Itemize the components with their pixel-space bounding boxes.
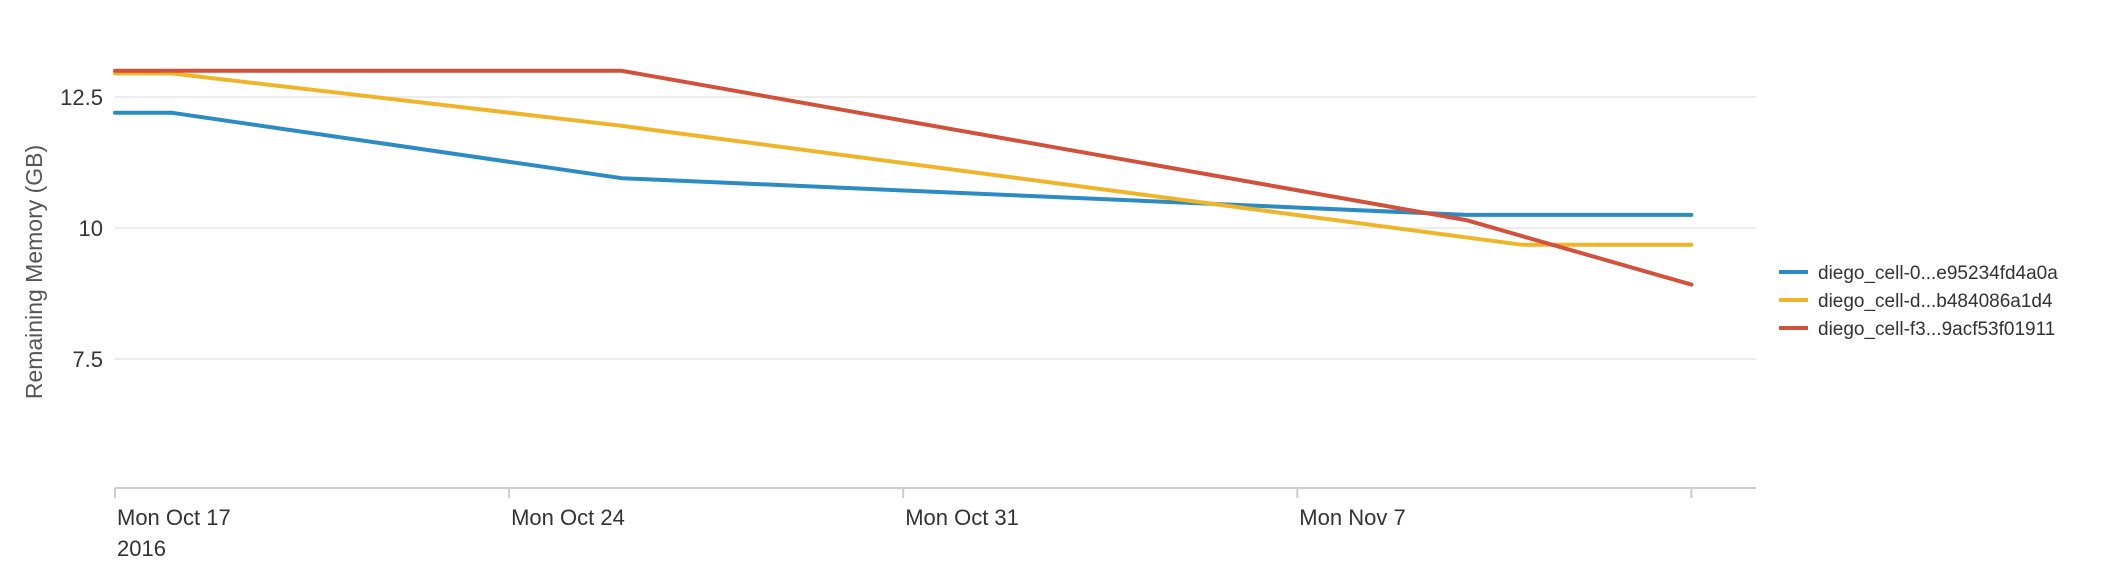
x-tick-label: Mon Oct 31 [905, 505, 1019, 530]
legend-label: diego_cell-d...b484086a1d4 [1818, 291, 2053, 312]
legend-item-3[interactable]: diego_cell-f3...9acf53f01911 [1779, 319, 2055, 340]
legend-item-2[interactable]: diego_cell-d...b484086a1d4 [1779, 291, 2053, 312]
legend-label: diego_cell-f3...9acf53f01911 [1818, 319, 2055, 340]
series-line-1 [113, 110, 1694, 217]
series-line-2 [113, 71, 1694, 247]
legend-label: diego_cell-0...e95234fd4a0a [1818, 263, 2058, 284]
x-tick-labels: Mon Oct 17 2016 Mon Oct 24 Mon Oct 31 Mon No… [117, 505, 1406, 561]
y-tick-label: 7.5 [72, 347, 103, 372]
y-tick-labels: 7.5 10 12.5 [60, 85, 103, 372]
legend-item-1[interactable]: diego_cell-0...e95234fd4a0a [1779, 263, 2058, 284]
series-lines [113, 68, 1694, 287]
x-tick-label: Mon Oct 17 [117, 505, 231, 530]
x-tick-label: Mon Oct 24 [511, 505, 625, 530]
y-gridlines [115, 96, 1756, 360]
y-axis-title: Remaining Memory (GB) [21, 145, 47, 399]
y-tick-label: 12.5 [60, 85, 103, 110]
legend[interactable]: diego_cell-0...e95234fd4a0a diego_cell-d.… [1779, 263, 2058, 340]
y-tick-label: 10 [79, 216, 103, 241]
series-line-3 [113, 68, 1694, 287]
x-tick-sublabel: 2016 [117, 536, 166, 561]
x-tick-label: Mon Nov 7 [1299, 505, 1405, 530]
x-tick-marks [114, 488, 1693, 498]
